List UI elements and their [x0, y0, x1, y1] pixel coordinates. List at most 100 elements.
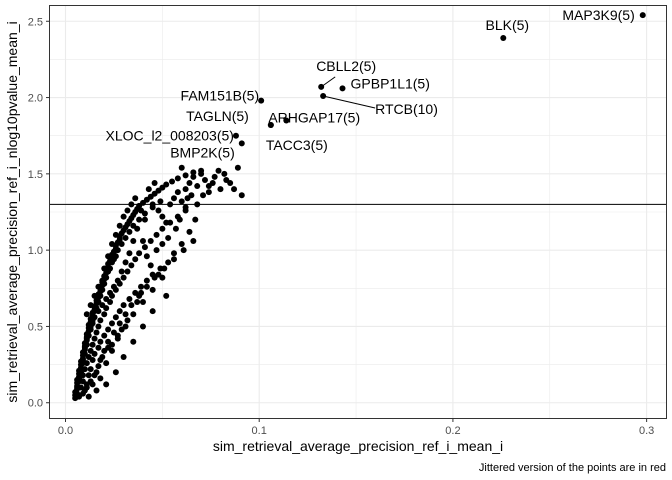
grid-lines [50, 6, 666, 418]
data-point [91, 372, 98, 379]
data-point [153, 231, 160, 238]
data-point [124, 317, 131, 324]
data-point [91, 335, 98, 342]
labeled-data-point [283, 117, 290, 124]
data-point [163, 181, 170, 188]
data-point [95, 283, 102, 290]
data-point [172, 225, 179, 232]
data-point [122, 311, 129, 318]
data-point [159, 213, 166, 220]
point-label: XLOC_l2_008203(5) [106, 128, 234, 144]
data-point [89, 357, 96, 364]
data-points [72, 12, 646, 402]
data-point [91, 314, 98, 321]
data-point [136, 216, 143, 223]
data-point [81, 366, 88, 373]
data-point [138, 207, 145, 214]
data-point [99, 277, 106, 284]
data-point [116, 320, 123, 327]
data-point [93, 329, 100, 336]
data-point [83, 341, 90, 348]
point-label: ARHGAP17(5) [268, 109, 360, 125]
data-point [132, 256, 139, 263]
panel-border [49, 5, 667, 419]
label-connectors [320, 76, 376, 109]
data-point [143, 283, 150, 290]
data-point [103, 295, 110, 302]
data-point [108, 320, 115, 327]
data-point [101, 311, 108, 318]
data-point [122, 259, 129, 266]
data-point [120, 213, 127, 220]
data-point [95, 323, 102, 330]
data-point [159, 225, 166, 232]
data-point [190, 173, 197, 180]
data-point [170, 256, 177, 263]
data-point [112, 369, 119, 376]
data-point [200, 192, 207, 199]
data-point [124, 207, 131, 214]
data-point [130, 311, 137, 318]
data-point [101, 265, 108, 272]
data-point [178, 241, 185, 248]
data-point [99, 302, 106, 309]
data-point [97, 338, 104, 345]
data-point [120, 302, 127, 309]
data-point [217, 186, 224, 193]
data-point [85, 332, 92, 339]
data-point [136, 250, 143, 257]
data-point [234, 164, 241, 171]
point-labels: MAP3K9(5) BLK(5) CBLL2(5) FAM151B(5) GPBP1L1… [106, 7, 635, 160]
data-point [238, 192, 245, 199]
point-label: BLK(5) [485, 17, 529, 33]
data-point [180, 247, 187, 254]
data-point [128, 201, 135, 208]
data-point [87, 378, 94, 385]
point-label: TACC3(5) [266, 137, 328, 153]
data-point [114, 277, 121, 284]
data-point [167, 201, 174, 208]
label-connector-line [323, 95, 376, 109]
data-point [192, 216, 199, 223]
data-point [91, 292, 98, 299]
data-point [151, 180, 158, 187]
data-point [118, 326, 125, 333]
data-point [186, 228, 193, 235]
data-point [170, 250, 177, 257]
data-point [147, 237, 154, 244]
data-point [83, 384, 90, 391]
data-point [124, 268, 131, 275]
data-point [97, 317, 104, 324]
x-tick-label: 0.1 [252, 425, 267, 437]
data-point [182, 172, 189, 179]
data-point [211, 173, 218, 180]
point-label: RTCB(10) [375, 101, 438, 117]
data-point [128, 302, 135, 309]
data-point [103, 360, 110, 367]
data-point [169, 178, 176, 185]
data-point [132, 195, 139, 202]
data-point [118, 241, 125, 248]
data-point [139, 323, 146, 330]
data-point [87, 366, 94, 373]
labeled-data-point [232, 132, 239, 139]
data-point [87, 302, 94, 309]
data-point [161, 265, 168, 272]
data-point [89, 320, 96, 327]
data-point [149, 308, 156, 315]
data-point [163, 219, 170, 226]
chart-caption: Jittered version of the points are in re… [479, 462, 666, 474]
x-tick-label: 0.3 [639, 425, 654, 437]
data-point [223, 176, 230, 183]
data-point [153, 247, 160, 254]
data-point [155, 207, 162, 214]
data-point [112, 253, 119, 260]
data-point [128, 262, 135, 269]
data-point [107, 289, 114, 296]
data-point [138, 289, 145, 296]
data-point [95, 308, 102, 315]
data-point [97, 292, 104, 299]
data-point [143, 277, 150, 284]
x-axis-title: sim_retrieval_average_precision_ref_i_me… [213, 438, 503, 454]
